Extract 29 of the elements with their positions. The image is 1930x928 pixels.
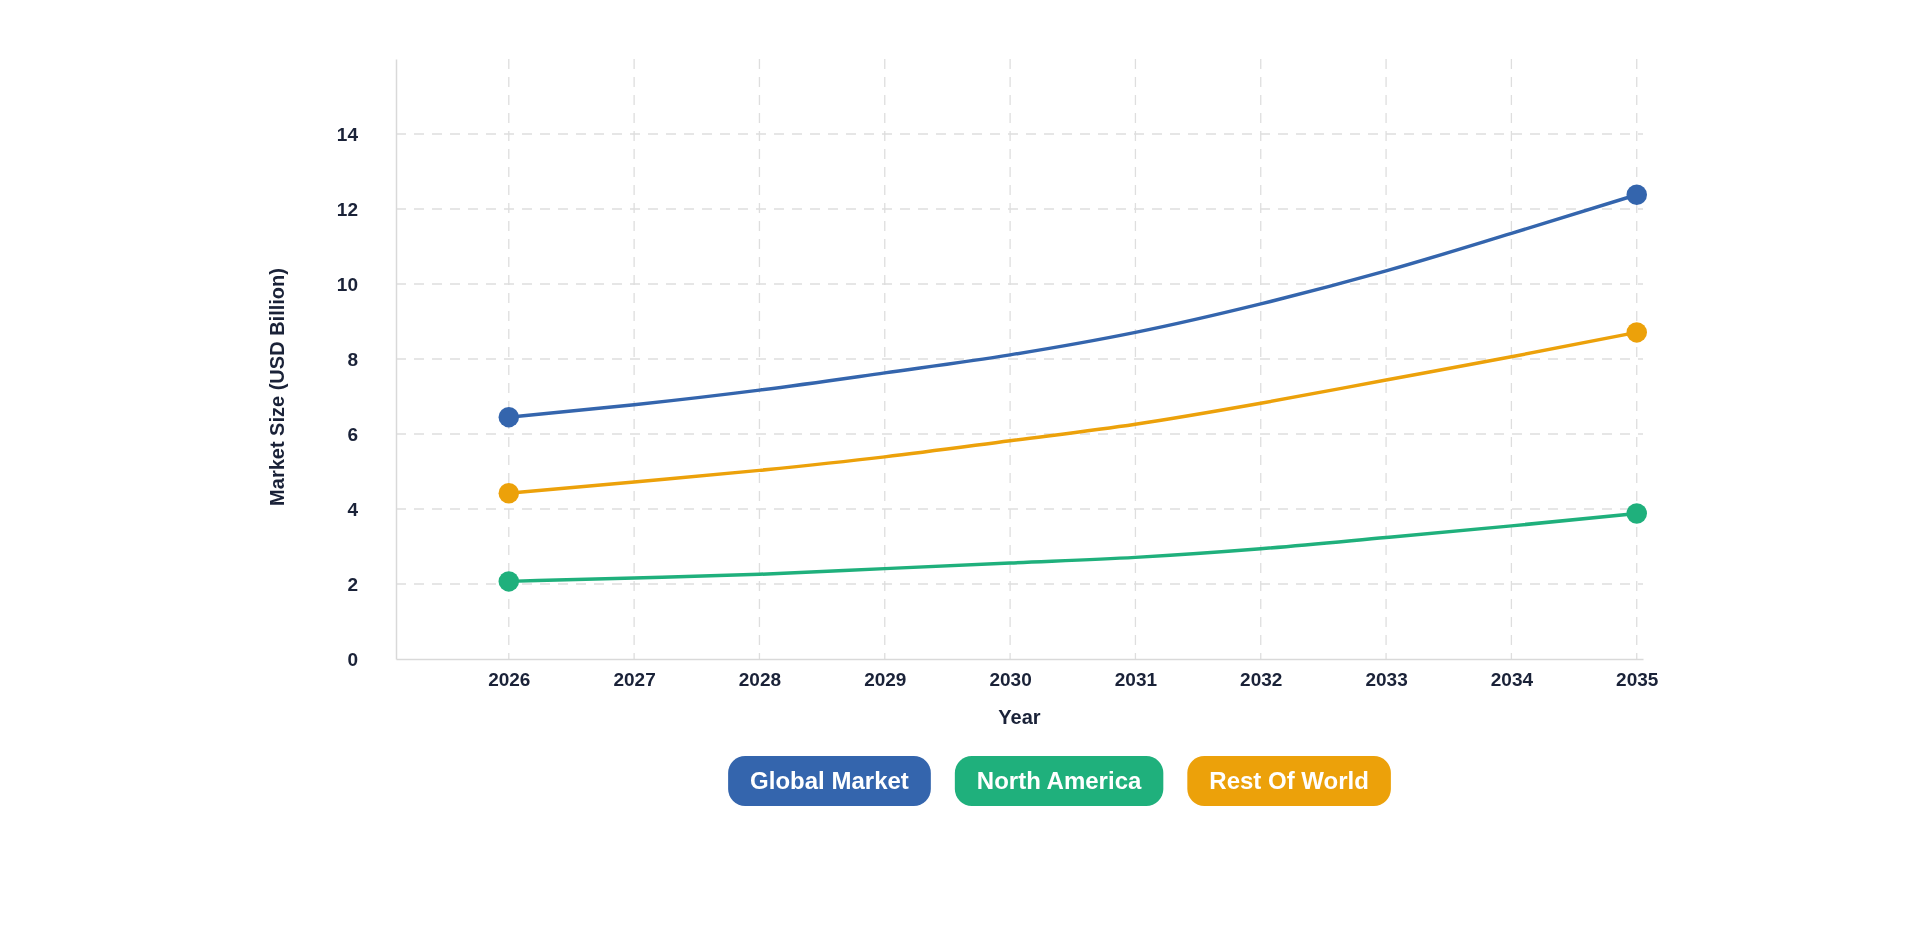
- text: North America: [976, 767, 1142, 794]
- y-tick-label: 0: [347, 648, 358, 670]
- y-tick-label: 12: [336, 198, 358, 220]
- point: [1626, 184, 1647, 205]
- point: [498, 483, 520, 504]
- text: Rest Of World: [1209, 767, 1369, 794]
- x-axis-title: Year: [998, 706, 1041, 728]
- x-tick-label: 2029: [864, 669, 907, 691]
- y-tick-label: 2: [347, 573, 358, 595]
- x-tick-label: 2034: [1490, 669, 1534, 691]
- point: [1626, 503, 1647, 524]
- x-tick-label: 2032: [1240, 669, 1283, 691]
- point: [1626, 322, 1647, 343]
- y-tick-label: 14: [336, 123, 359, 145]
- y-axis-title: Market Size (USD Billion): [266, 268, 288, 506]
- y-tick-label: 8: [347, 348, 358, 370]
- point: [498, 406, 520, 428]
- x-tick-label: 2027: [613, 669, 656, 691]
- y-tick-label: 10: [336, 273, 358, 295]
- x-tick-label: 2026: [488, 669, 531, 691]
- x-tick-label: 2031: [1114, 669, 1158, 691]
- x-tick-label: 2033: [1365, 669, 1408, 691]
- x-tick-label: 2030: [989, 669, 1032, 691]
- x-tick-label: 2035: [1616, 669, 1659, 691]
- x-tick-label: 2028: [738, 669, 782, 691]
- y-tick-label: 4: [347, 498, 359, 520]
- text: Global Market: [750, 767, 909, 794]
- point: [498, 571, 520, 592]
- y-tick-label: 6: [347, 423, 358, 445]
